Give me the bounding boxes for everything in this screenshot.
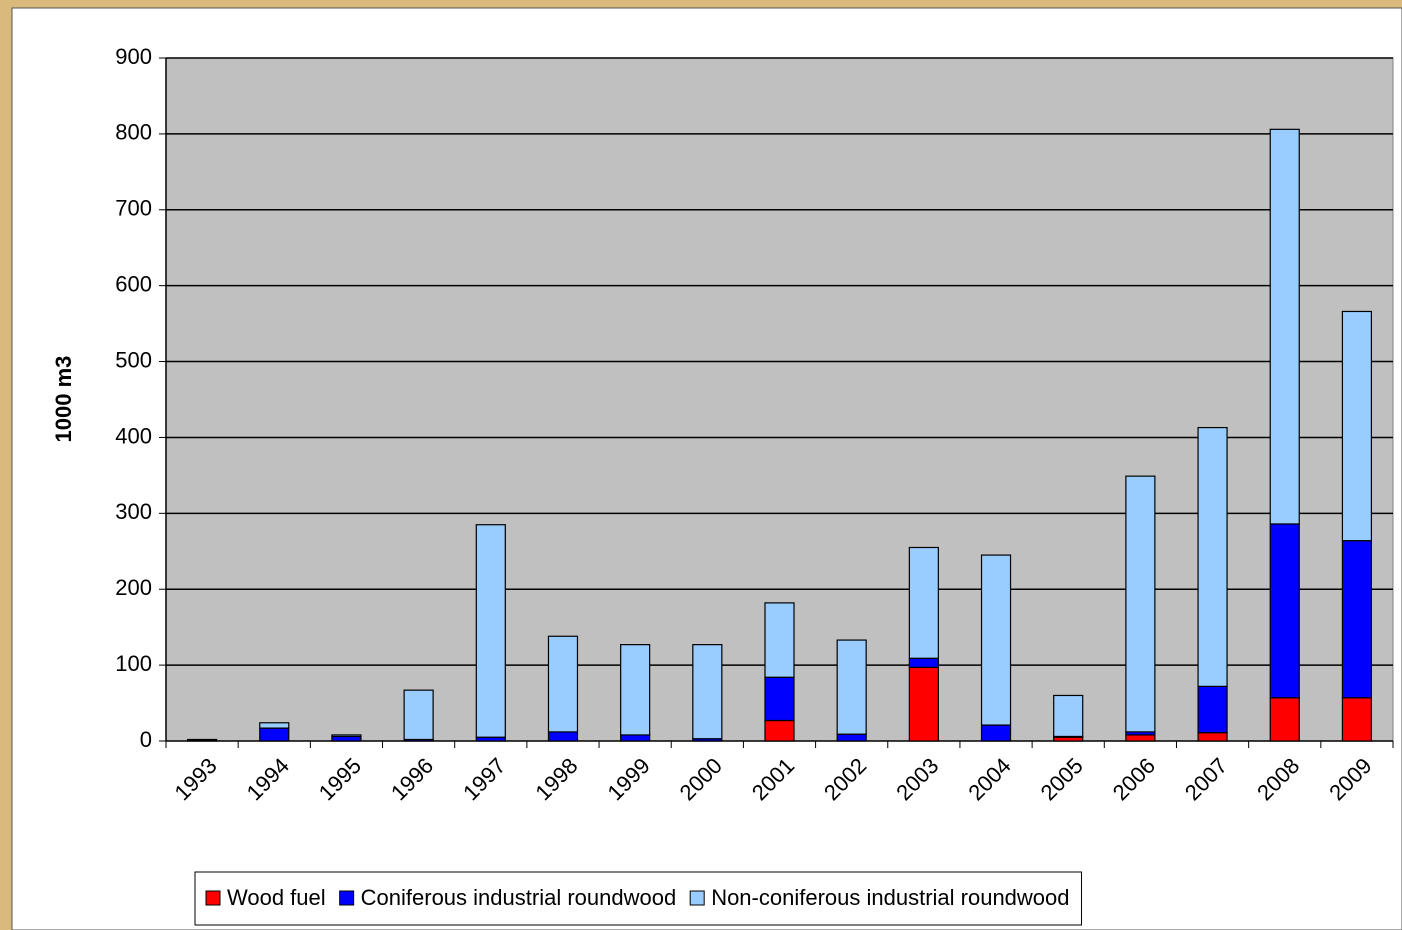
bar-segment	[331, 734, 362, 738]
bar-segment	[764, 676, 795, 722]
bar-segment	[475, 524, 506, 738]
legend-label: Coniferous industrial roundwood	[361, 885, 677, 910]
bar-segment	[1269, 523, 1300, 699]
bar-segment	[1269, 128, 1300, 525]
bar-segment	[908, 657, 939, 668]
y-tick-label: 900	[115, 44, 152, 69]
legend-label: Non-coniferous industrial roundwood	[711, 885, 1069, 910]
bar-segment	[331, 735, 362, 742]
bar-segment	[1341, 540, 1373, 699]
y-tick-label: 700	[115, 196, 152, 221]
bar-segment	[836, 733, 867, 742]
bar-segment	[1269, 697, 1300, 742]
bar-segment	[692, 644, 723, 740]
y-tick-label: 400	[115, 423, 152, 448]
legend-label: Wood fuel	[227, 885, 326, 910]
legend-swatch	[689, 890, 705, 906]
bar-segment	[547, 731, 579, 742]
bar-segment	[908, 666, 939, 742]
y-tick-label: 0	[140, 727, 152, 752]
bar-segment	[259, 722, 290, 729]
bar-segment	[1197, 685, 1228, 734]
legend-swatch	[205, 890, 221, 906]
bar-segment	[908, 546, 939, 659]
bar-segment	[764, 719, 795, 742]
bar-segment	[1197, 426, 1228, 687]
bar-segment	[1197, 732, 1228, 742]
legend: Wood fuel Coniferous industrial roundwood…	[194, 871, 1083, 926]
bar-segment	[1341, 697, 1373, 742]
bar-segment	[980, 554, 1012, 726]
bar-segment	[620, 644, 651, 736]
bar-segment	[259, 727, 290, 742]
bar-segment	[836, 639, 867, 735]
y-tick-label: 500	[115, 347, 152, 372]
y-tick-label: 100	[115, 651, 152, 676]
bar-segment	[980, 724, 1012, 742]
y-tick-label: 300	[115, 499, 152, 524]
y-tick-label: 200	[115, 575, 152, 600]
bar-segment	[403, 689, 434, 741]
bar-segment	[186, 738, 218, 741]
bar-segment	[1053, 694, 1084, 738]
bar-segment	[1125, 475, 1156, 733]
bar-segment	[764, 602, 795, 678]
bar-segment	[1341, 310, 1373, 542]
bar-segment	[620, 734, 651, 742]
bar-segment	[1125, 734, 1156, 742]
y-axis-label: 1000 m3	[51, 356, 76, 443]
legend-swatch	[339, 890, 355, 906]
bar-segment	[547, 635, 579, 733]
y-tick-label: 600	[115, 271, 152, 296]
y-tick-label: 800	[115, 120, 152, 145]
